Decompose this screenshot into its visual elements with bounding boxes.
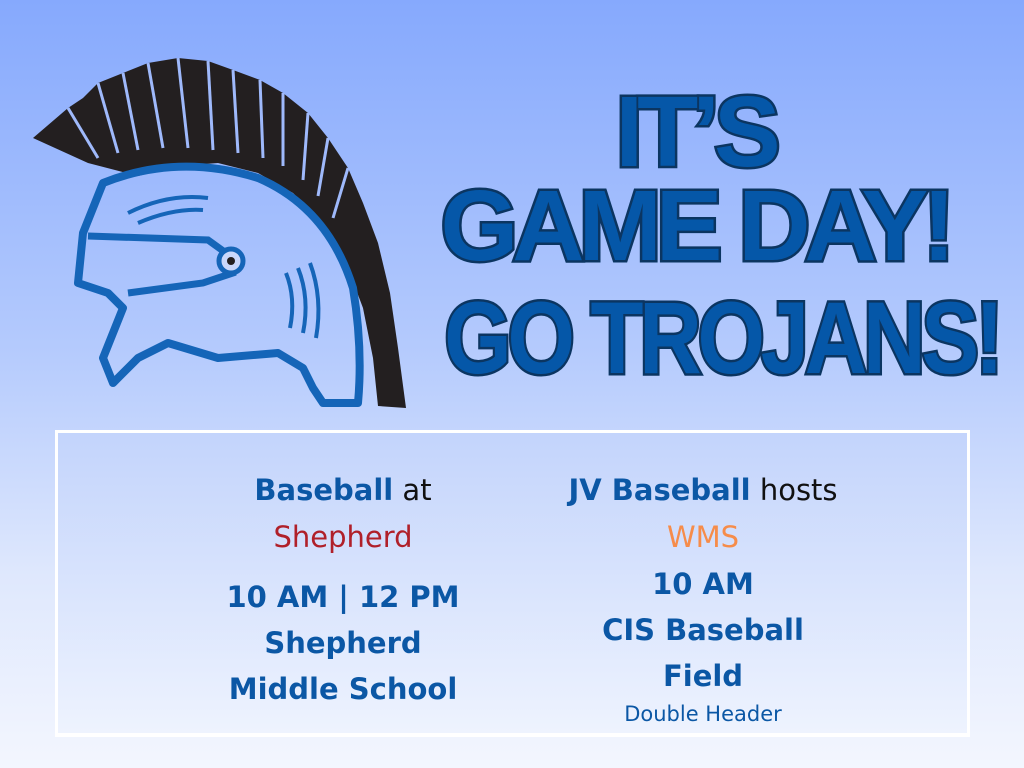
- venue-line2: Middle School: [228, 672, 458, 706]
- schedule-card: Baseball at Shepherd 10 AM | 12 PM Sheph…: [55, 430, 970, 737]
- connector: hosts: [750, 473, 838, 507]
- game-time: 10 AM: [652, 567, 754, 601]
- venue-line1: CIS Baseball: [602, 613, 804, 647]
- helmet-shell: [74, 162, 364, 407]
- team: JV Baseball: [568, 473, 751, 507]
- plume: [33, 58, 406, 408]
- game-note: Double Header: [624, 702, 782, 726]
- team: Baseball: [254, 473, 394, 507]
- opponent: WMS: [666, 520, 740, 554]
- venue-line2: Field: [662, 659, 744, 693]
- trojan-helmet-icon: [33, 58, 406, 408]
- game-title: JV Baseball hosts: [518, 467, 888, 514]
- connector: at: [393, 473, 432, 507]
- venue-line1: Shepherd: [264, 626, 422, 660]
- game-varsity: Baseball at Shepherd 10 AM | 12 PM Sheph…: [178, 433, 508, 712]
- opponent: Shepherd: [273, 520, 413, 554]
- headline-game-day: GAME DAY!: [438, 170, 958, 282]
- headline-its: IT’S: [613, 76, 783, 188]
- game-title: Baseball at: [178, 467, 508, 514]
- game-jv: JV Baseball hosts WMS 10 AM CIS Baseball…: [518, 433, 888, 729]
- headline-go-trojans: GO TROJANS!: [442, 281, 1006, 395]
- game-time: 10 AM | 12 PM: [226, 580, 460, 614]
